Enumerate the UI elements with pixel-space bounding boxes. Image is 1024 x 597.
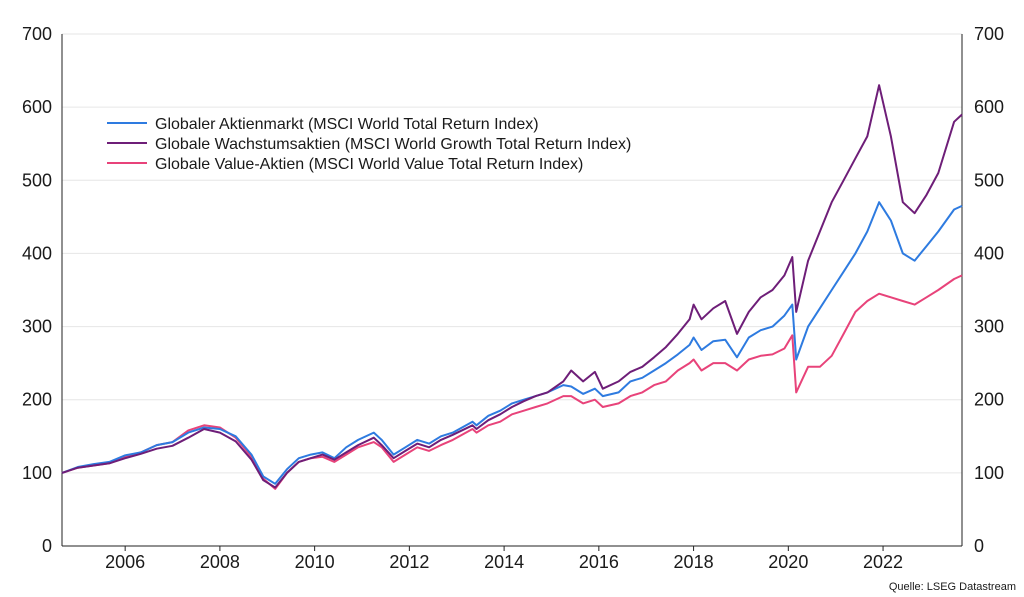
y-tick-label-right: 400 [974,243,1004,263]
y-tick-label-left: 400 [22,243,52,263]
y-tick-label-right: 300 [974,317,1004,337]
x-tick-label: 2022 [863,552,903,572]
x-axis: 2006 2008 2010 2012 2014 2016 2018 2020 2022 [105,546,903,572]
source-label: Quelle: LSEG Datastream [888,581,1016,593]
legend-label: Globale Value-Aktien (MSCI World Value T… [155,156,583,173]
legend: Globaler Aktienmarkt (MSCI World Total R… [107,116,631,173]
y-tick-label-left: 100 [22,463,52,483]
y-tick-label-right: 200 [974,390,1004,410]
axes [61,34,963,547]
y-tick-label-right: 0 [974,536,984,556]
x-tick-label: 2020 [768,552,808,572]
y-tick-label-left: 500 [22,170,52,190]
y-tick-label-right: 600 [974,97,1004,117]
series-line-0 [61,201,963,485]
y-axis-left: 0 100 200 300 400 500 600 700 [22,24,52,556]
x-tick-label: 2010 [295,552,335,572]
x-tick-label: 2016 [579,552,619,572]
series-line-1 [61,84,963,489]
y-tick-label-right: 700 [974,24,1004,44]
legend-label: Globale Wachstumsaktien (MSCI World Grow… [155,136,631,153]
y-tick-label-left: 600 [22,97,52,117]
series-lines [61,84,963,490]
series-line-2 [61,274,963,490]
x-tick-label: 2012 [389,552,429,572]
y-tick-label-right: 100 [974,463,1004,483]
y-tick-label-left: 700 [22,24,52,44]
legend-label: Globaler Aktienmarkt (MSCI World Total R… [155,116,539,133]
y-tick-label-left: 200 [22,390,52,410]
x-tick-label: 2014 [484,552,524,572]
x-tick-label: 2006 [105,552,145,572]
y-axis-right: 0 100 200 300 400 500 600 700 [974,24,1004,556]
x-tick-label: 2008 [200,552,240,572]
gridlines [62,33,962,474]
x-tick-label: 2018 [674,552,714,572]
y-tick-label-left: 0 [42,536,52,556]
y-tick-label-right: 500 [974,170,1004,190]
y-tick-label-left: 300 [22,317,52,337]
